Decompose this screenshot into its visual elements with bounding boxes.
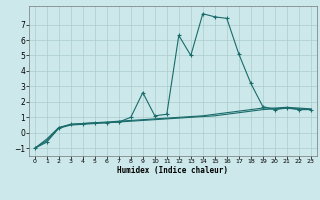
X-axis label: Humidex (Indice chaleur): Humidex (Indice chaleur)	[117, 166, 228, 175]
